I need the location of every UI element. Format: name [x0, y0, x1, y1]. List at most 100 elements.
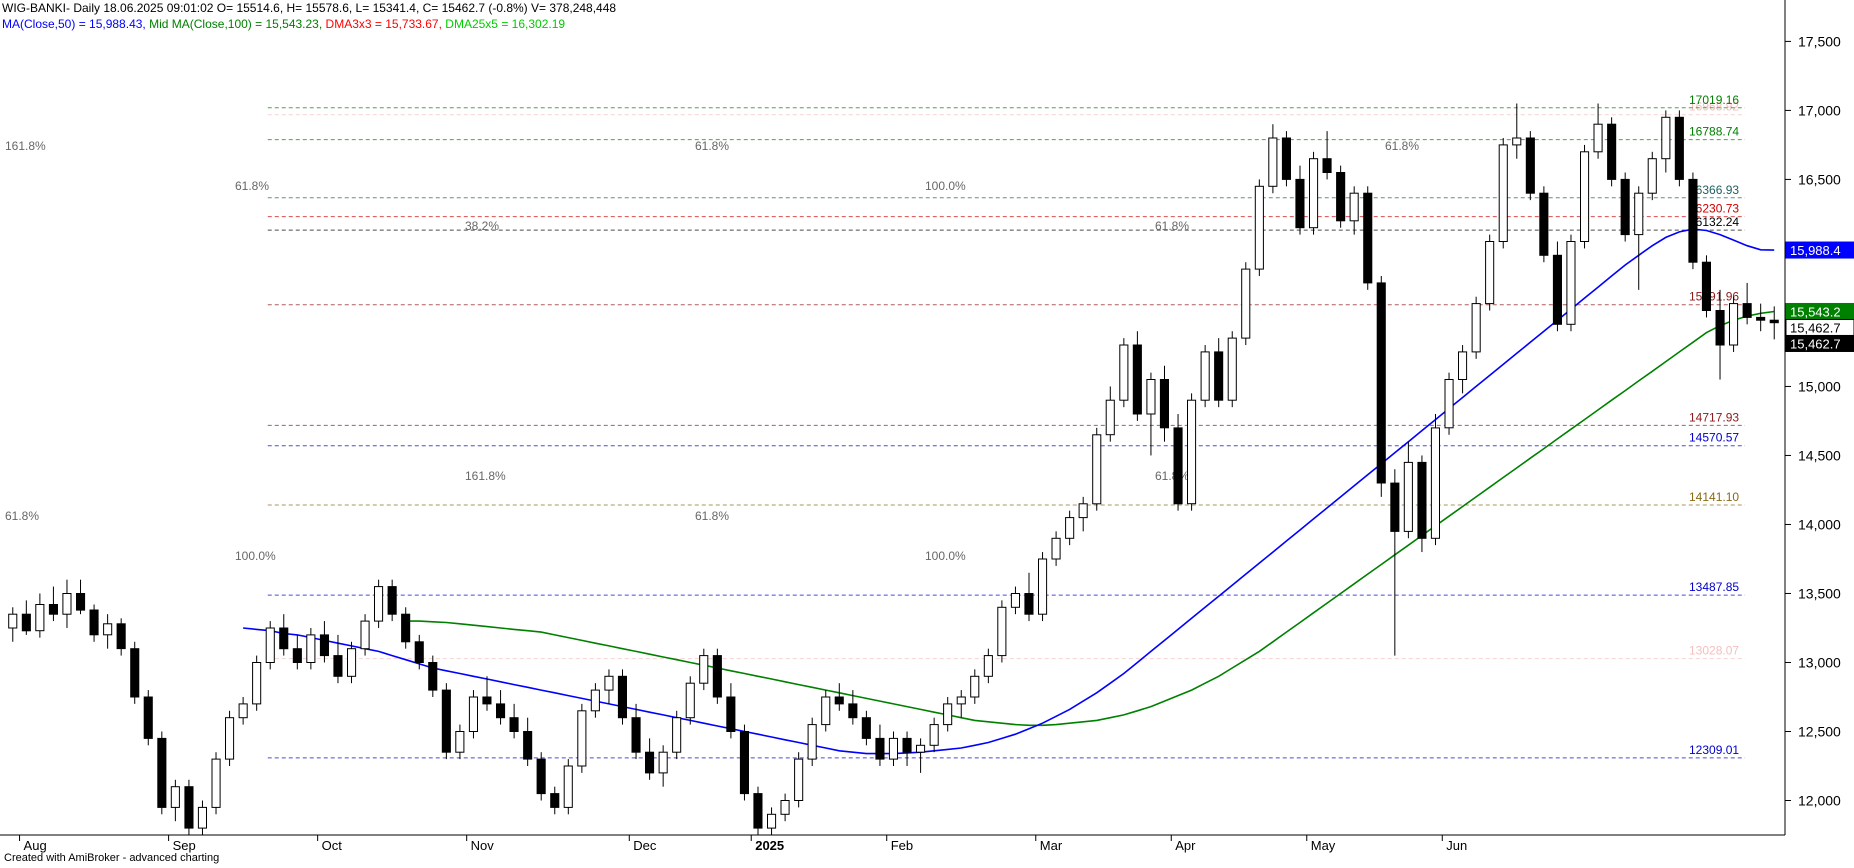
candle-body — [590, 689, 600, 712]
candle-body — [1376, 282, 1386, 484]
candle-body — [62, 593, 72, 615]
candle-body — [21, 613, 31, 632]
candle-body — [861, 717, 871, 739]
candle-body — [211, 758, 221, 808]
fib-label: 100.0% — [235, 549, 276, 563]
candle-body — [1024, 593, 1034, 615]
candle-body — [197, 806, 207, 829]
y-tick-label: 13,000 — [1798, 654, 1841, 670]
candle-body — [35, 604, 45, 632]
footer-credit: Created with AmiBroker - advanced charti… — [4, 852, 220, 864]
candle-body — [238, 703, 248, 719]
candle-body — [1227, 337, 1237, 401]
candle-body — [1159, 379, 1170, 429]
x-tick-label: Dec — [633, 838, 657, 853]
candle-body — [536, 758, 546, 795]
candle-body — [387, 586, 397, 615]
candle-body — [807, 724, 817, 760]
candle-body — [468, 696, 478, 732]
y-tick-label: 14,500 — [1798, 447, 1841, 463]
candle-body — [1580, 151, 1590, 242]
level-label: 15591.96 — [1689, 290, 1739, 304]
candle-body — [401, 613, 411, 643]
candle-body — [1065, 517, 1075, 539]
candle-body — [1309, 158, 1319, 229]
level-label: 16132.24 — [1689, 215, 1739, 229]
y-tick-label: 14,000 — [1798, 516, 1841, 532]
price-tag-label: 15,988.4 — [1790, 243, 1841, 258]
candle-body — [1119, 344, 1129, 401]
candle-body — [1254, 185, 1264, 270]
candle-body — [672, 717, 682, 753]
candle-body — [455, 731, 465, 753]
candle-body — [1322, 158, 1332, 173]
candle-body — [509, 717, 519, 733]
price-tag — [1785, 334, 1854, 352]
level-label: 13487.85 — [1689, 580, 1739, 594]
ma100-line — [405, 310, 1775, 727]
candle-body — [997, 606, 1007, 657]
candle-body — [1458, 351, 1468, 380]
candle-body — [360, 620, 370, 650]
x-tick-label: May — [1311, 838, 1336, 853]
candle-body — [1295, 178, 1305, 229]
candle-body — [1566, 241, 1576, 325]
candle-body — [685, 682, 695, 719]
candle-body — [292, 648, 302, 664]
candle-body — [89, 609, 99, 636]
x-tick-label: Sep — [173, 838, 196, 853]
candle-body — [1010, 593, 1021, 608]
x-tick-label: Nov — [471, 838, 495, 853]
ma50-label: MA(Close,50) = 15,988.43, — [2, 17, 146, 31]
level-label: 12309.01 — [1689, 743, 1739, 757]
candle-body — [374, 586, 384, 622]
x-tick-label: Aug — [24, 838, 47, 853]
candle-body — [1674, 116, 1684, 180]
candle-body — [279, 627, 289, 650]
candle-body — [617, 675, 628, 719]
candle-body — [482, 696, 492, 705]
candle-body — [1349, 192, 1359, 222]
candle-body — [1620, 178, 1630, 236]
candle-body — [631, 717, 641, 753]
candle-body — [902, 737, 912, 753]
fib-label: 61.8% — [695, 139, 729, 153]
x-tick-label: Oct — [322, 838, 343, 853]
candle-body — [1281, 137, 1292, 180]
candle-body — [496, 703, 506, 719]
candle-body — [834, 696, 844, 705]
candle-body — [577, 710, 587, 767]
fib-label: 61.8% — [5, 509, 39, 523]
level-label: 13028.07 — [1689, 644, 1739, 658]
candle-body — [699, 655, 709, 684]
candle-body — [1688, 178, 1698, 263]
level-label: 14717.93 — [1689, 410, 1739, 424]
candle-body — [943, 703, 953, 726]
y-tick-label: 16,500 — [1798, 171, 1841, 187]
candle-body — [916, 744, 926, 753]
candle-body — [1214, 351, 1224, 401]
candle-body — [753, 793, 763, 829]
y-tick-label: 15,000 — [1798, 378, 1841, 394]
x-tick-label: Jun — [1446, 838, 1467, 853]
level-label: 16968.92 — [1689, 100, 1739, 114]
candle-body — [1701, 261, 1712, 312]
y-tick-label: 12,000 — [1798, 792, 1841, 808]
candle-body — [875, 737, 885, 760]
y-tick-label: 17,500 — [1798, 33, 1841, 49]
candle-body — [1038, 558, 1048, 615]
price-tag-label: 15,462.7 — [1790, 336, 1841, 351]
price-tag — [1785, 241, 1854, 259]
y-tick-label: 17,000 — [1798, 102, 1841, 118]
candle-body — [739, 731, 750, 795]
candle-body — [1485, 241, 1495, 305]
candle-body — [1200, 351, 1210, 401]
candle-body — [103, 623, 113, 636]
candle-body — [1525, 137, 1535, 194]
candle-body — [1769, 319, 1779, 324]
candle-body — [848, 703, 858, 719]
fib-label: 161.8% — [465, 469, 506, 483]
candle-body — [347, 648, 357, 677]
